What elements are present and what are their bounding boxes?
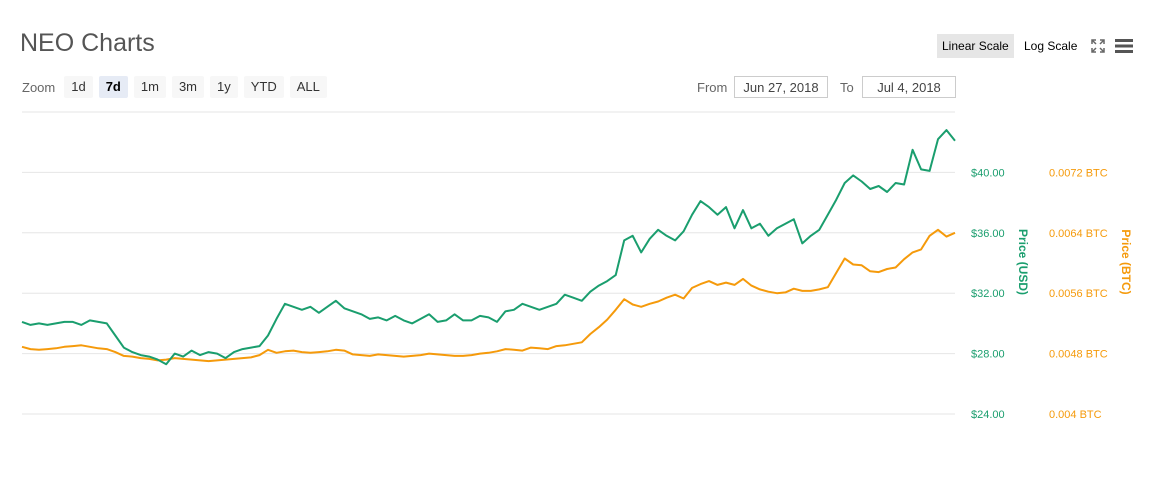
page-title: NEO Charts — [20, 29, 155, 57]
log-scale-button[interactable]: Log Scale — [1024, 39, 1078, 53]
fullscreen-icon[interactable] — [1090, 38, 1106, 54]
zoom-1y-button[interactable]: 1y — [210, 76, 238, 98]
zoom-1d-button[interactable]: 1d — [64, 76, 93, 98]
to-date-input[interactable]: Jul 4, 2018 — [862, 76, 956, 98]
usd-axis-title: Price (USD) — [1016, 229, 1030, 295]
zoom-label: Zoom — [22, 79, 56, 95]
hamburger-menu-icon[interactable] — [1115, 38, 1133, 54]
zoom-3m-button[interactable]: 3m — [171, 76, 204, 98]
zoom-ytd-button[interactable]: YTD — [243, 76, 284, 98]
btc-tick-label: 0.0072 BTC — [1049, 167, 1108, 179]
btc-tick-label: 0.0048 BTC — [1049, 349, 1108, 361]
zoom-7d-button[interactable]: 7d — [98, 76, 128, 98]
to-label: To — [840, 80, 854, 95]
zoom-controls: Zoom 1d 7d 1m 3m 1y YTD ALL — [22, 76, 333, 98]
usd-tick-label: $32.00 — [971, 288, 1005, 300]
btc-tick-label: 0.0056 BTC — [1049, 288, 1108, 300]
linear-scale-button[interactable]: Linear Scale — [937, 34, 1014, 58]
btc-price-line — [21, 228, 956, 363]
btc-tick-label: 0.004 BTC — [1049, 409, 1102, 421]
zoom-1m-button[interactable]: 1m — [133, 76, 166, 98]
usd-price-line — [21, 129, 956, 366]
usd-tick-label: $28.00 — [971, 349, 1005, 361]
from-label: From — [697, 80, 728, 95]
zoom-all-button[interactable]: ALL — [289, 76, 327, 98]
btc-tick-label: 0.0064 BTC — [1049, 228, 1108, 240]
btc-axis-title: Price (BTC) — [1119, 229, 1133, 294]
from-date-input[interactable]: Jun 27, 2018 — [734, 76, 828, 98]
usd-tick-label: $36.00 — [971, 228, 1005, 240]
usd-tick-label: $40.00 — [971, 167, 1005, 179]
usd-tick-label: $24.00 — [971, 409, 1005, 421]
